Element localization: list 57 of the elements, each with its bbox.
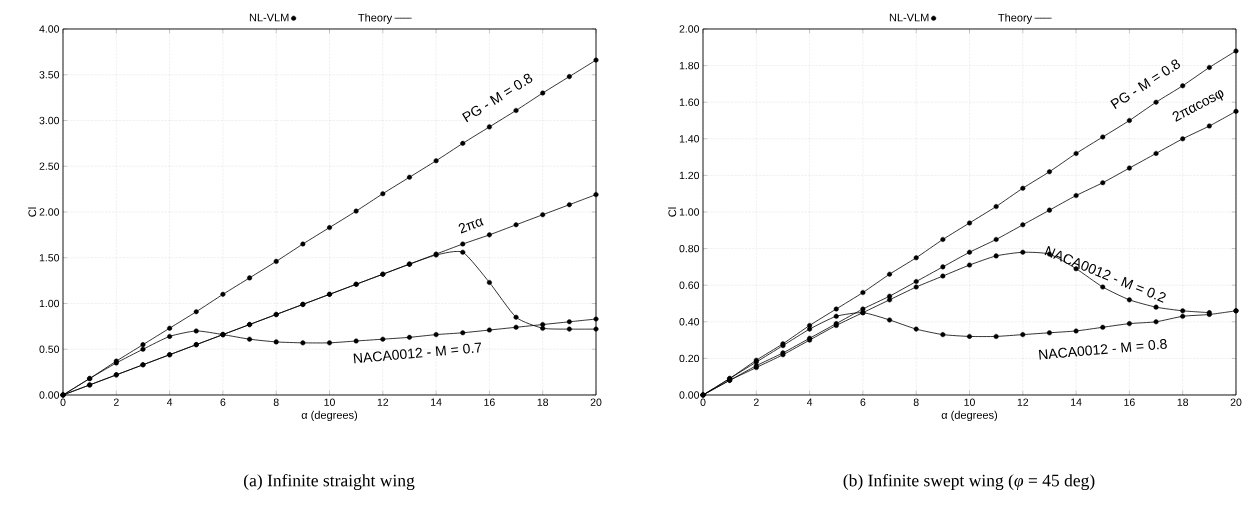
x-tick-label: 12 [1017, 398, 1029, 406]
y-tick-label: 3.00 [39, 116, 60, 125]
x-tick-label: 20 [590, 398, 602, 406]
x-tick-label: 4 [166, 398, 173, 406]
y-tick-label: 1.00 [679, 208, 700, 216]
y-axis-title: Cl [28, 207, 37, 217]
x-tick-label: 18 [537, 398, 549, 406]
x-tick-label: 8 [273, 398, 279, 406]
x-tick-label: 10 [964, 398, 975, 406]
x-tick-label: 12 [377, 398, 389, 406]
x-axis-title: α (degrees) [941, 410, 998, 422]
legend-label: Theory [998, 13, 1033, 24]
y-tick-label: 2.00 [679, 25, 700, 33]
y-tick-label: 1.40 [679, 135, 700, 143]
y-tick-label: 1.80 [679, 61, 700, 70]
x-axis-title: α (degrees) [301, 410, 358, 422]
x-tick-label: 2 [753, 398, 759, 406]
text: (b) Infinite swept wing (φ = 45 deg) [843, 473, 1095, 491]
text: (a) Infinite straight wing [244, 473, 415, 491]
annotation: NACA0012 - M = 0.7 [353, 342, 481, 364]
x-tick-label: 14 [1071, 398, 1082, 406]
y-tick-label: 2.00 [39, 208, 60, 216]
x-tick-label: 20 [1230, 398, 1242, 406]
x-tick-label: 16 [484, 398, 495, 406]
x-tick-label: 14 [431, 398, 442, 406]
x-tick-label: 0 [60, 398, 66, 406]
y-tick-label: 1.60 [679, 98, 700, 106]
x-tick-label: 4 [806, 398, 813, 406]
y-tick-label: 3.50 [39, 71, 60, 79]
x-tick-label: 0 [700, 398, 706, 406]
y-tick-label: 4.00 [39, 25, 60, 33]
annotation: PG - M = 0.8 [1110, 59, 1180, 110]
legend-label: NL-VLM [889, 13, 929, 22]
annotation: 2πα [458, 217, 484, 234]
legend-label: Theory [358, 13, 393, 24]
x-tick-label: 18 [1177, 398, 1189, 406]
annotation: PG - M = 0.8 [462, 73, 533, 123]
x-tick-label: 8 [913, 398, 919, 406]
legend-label: NL-VLM [249, 13, 289, 22]
y-tick-label: 0.80 [679, 244, 700, 253]
y-tick-label: 0.00 [679, 391, 700, 399]
x-tick-label: 2 [113, 398, 119, 406]
x-tick-label: 10 [324, 398, 335, 406]
y-tick-label: 0.20 [679, 354, 700, 363]
x-tick-label: 6 [220, 398, 226, 406]
y-axis-title: Cl [668, 207, 677, 217]
annotation: NACA0012 - M = 0.8 [1038, 338, 1167, 360]
y-tick-label: 0.60 [679, 281, 700, 289]
y-tick-label: 1.50 [39, 254, 60, 262]
y-tick-label: 1.00 [39, 299, 60, 308]
x-tick-label: 6 [860, 398, 866, 406]
x-tick-label: 16 [1124, 398, 1135, 406]
y-tick-label: 0.40 [679, 318, 700, 326]
y-tick-label: 2.50 [39, 162, 60, 170]
y-tick-label: 0.00 [39, 391, 60, 399]
y-tick-label: 0.50 [39, 345, 60, 353]
y-tick-label: 1.20 [679, 171, 700, 180]
